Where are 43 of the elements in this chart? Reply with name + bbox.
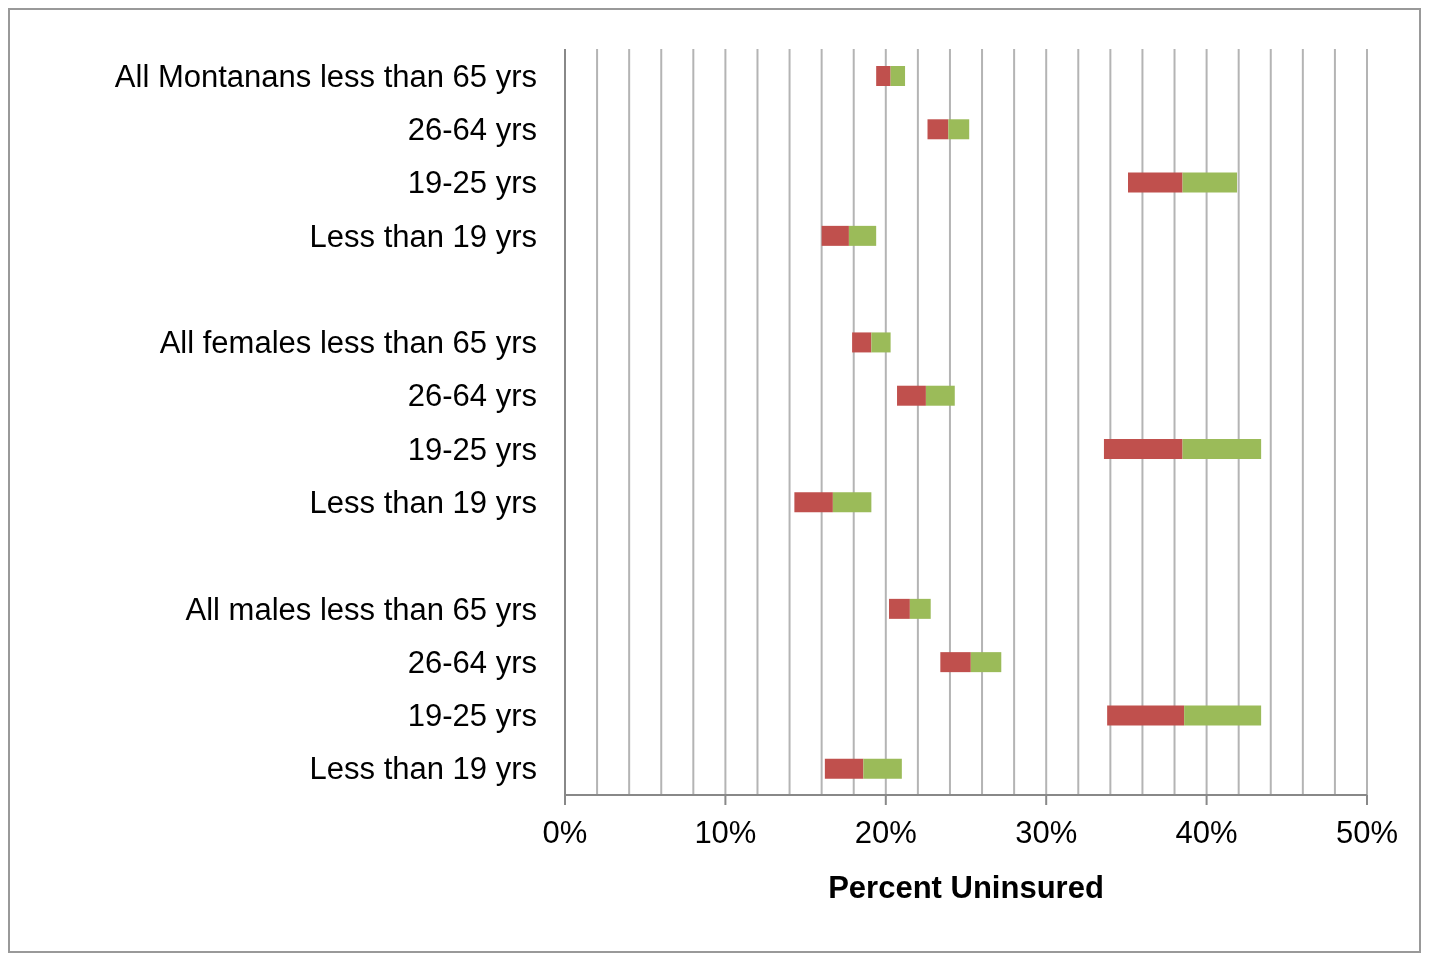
x-tick-label: 20% <box>854 815 917 850</box>
bar <box>852 332 872 353</box>
bar <box>1128 172 1183 193</box>
bar <box>824 758 864 779</box>
y-tick-label: 19-25 yrs <box>407 165 537 201</box>
y-tick-label: 26-64 yrs <box>407 644 537 680</box>
bar <box>1182 439 1262 459</box>
bar <box>1103 439 1183 459</box>
bar <box>890 66 906 86</box>
bar <box>871 332 891 353</box>
bar <box>970 652 1002 673</box>
x-tick-label: 30% <box>1015 815 1078 850</box>
bar <box>927 119 949 140</box>
bar <box>940 652 971 673</box>
bar <box>948 119 970 140</box>
y-tick-label: Less than 19 yrs <box>309 218 537 254</box>
y-tick-label: 26-64 yrs <box>407 111 537 147</box>
bar <box>1184 705 1262 726</box>
x-tick-label: 40% <box>1175 815 1238 850</box>
bar <box>925 385 955 406</box>
bar <box>876 66 891 86</box>
bar <box>909 598 931 619</box>
x-tick-label: 0% <box>542 815 588 850</box>
bar <box>863 758 902 779</box>
bar <box>794 492 833 513</box>
x-tick-label: 10% <box>694 815 757 850</box>
y-tick-label: All Montanans less than 65 yrs <box>114 58 537 94</box>
bar <box>1107 705 1185 726</box>
y-tick-label: 19-25 yrs <box>407 698 537 734</box>
y-tick-label: All females less than 65 yrs <box>159 325 537 361</box>
bar <box>821 225 849 246</box>
x-axis-title: Percent Uninsured <box>828 870 1104 905</box>
y-tick-label: All males less than 65 yrs <box>185 591 537 627</box>
y-tick-label: 19-25 yrs <box>407 431 537 467</box>
bar <box>848 225 877 246</box>
y-tick-label: Less than 19 yrs <box>309 484 537 520</box>
x-tick-label: 50% <box>1335 815 1399 850</box>
y-tick-label: 26-64 yrs <box>407 378 537 414</box>
bar <box>832 492 872 513</box>
bar <box>889 598 910 619</box>
bar <box>1182 172 1238 193</box>
y-tick-label: Less than 19 yrs <box>309 751 537 787</box>
bar <box>897 385 926 406</box>
